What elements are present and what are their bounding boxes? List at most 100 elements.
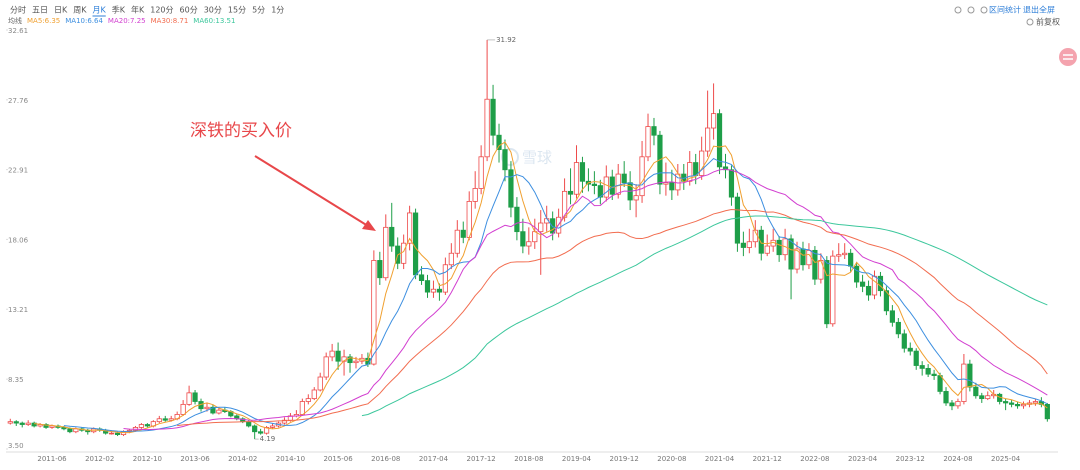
candle-body [639,156,645,197]
candle-body [842,252,848,256]
icon[interactable] [1026,18,1034,26]
candle-body [25,422,31,425]
period-tab[interactable]: 日K [54,6,68,15]
candle-body [216,409,222,414]
candle-body [591,183,597,186]
candle-body [865,285,872,296]
x-tick-label: 2020-08 [657,455,686,463]
candle-body [889,310,895,323]
toolbar-icons [954,6,1034,26]
period-tab[interactable]: 周K [73,6,87,15]
period-tab[interactable]: 月K [93,6,107,15]
candle-body [615,173,621,195]
ma-line [361,215,1048,417]
candle-body [144,424,150,427]
candle-body [389,226,395,247]
candle-body [490,98,496,136]
candle-body [663,182,669,185]
x-tick-label: 2015-06 [323,455,353,463]
watermark: 雪球 [501,148,552,167]
candle-body [460,229,466,238]
annotation-arrow [254,155,376,231]
candle-body [532,231,538,243]
candle-body [520,231,526,247]
candle-body [317,376,323,391]
toolbar-action[interactable]: 区间统计 [989,5,1021,15]
period-tab[interactable]: 120分 [150,6,173,15]
candle-body [949,402,955,407]
candle-body [478,156,484,189]
candle-body [299,401,305,415]
candle-body [305,398,311,402]
period-tab[interactable]: 分时 [10,5,26,15]
candle-body [961,363,967,402]
candle-body [246,421,252,427]
candle-body [764,245,770,254]
candle-body [377,260,383,279]
candle-body [836,254,842,257]
side-button-bg[interactable] [1059,48,1077,66]
period-tab[interactable]: 60分 [180,6,198,15]
candle-body [538,222,544,233]
candle-body [407,212,413,244]
candle-body [550,218,556,234]
candle-body [931,373,937,376]
x-tick-label: 2014-10 [276,455,305,463]
candle-body [192,392,198,402]
candle-body [19,422,25,425]
candle-body [699,150,705,176]
candle-body [138,424,145,428]
candle-body [621,173,627,184]
legend-entry: MA60:13.51 [193,17,235,25]
candle-body [806,249,812,266]
candle-body [13,421,19,424]
candle-body [204,406,210,410]
candle-body [263,427,270,434]
candle-body [985,395,991,400]
candle-body [871,275,878,296]
candle-body [401,242,407,264]
period-tab[interactable]: 年K [131,5,145,15]
candle-body [734,196,741,244]
period-tab[interactable]: 季K [112,5,126,15]
icon[interactable] [980,6,988,14]
candle-body [705,127,711,152]
candle-body [955,401,961,407]
period-tab[interactable]: 1分 [271,6,284,15]
candle-body [925,367,931,375]
candle-body [877,275,884,292]
icon[interactable] [967,6,975,14]
period-tab[interactable]: 5分 [252,6,265,15]
candle-body [329,350,335,358]
x-tick-label: 2013-06 [180,455,210,463]
candle-body [746,241,752,248]
candle-body [848,252,854,267]
period-tab[interactable]: 五日 [32,6,48,15]
ma-title: 均线 [8,16,22,25]
period-tab[interactable]: 30分 [204,6,222,15]
candle-body [937,375,943,392]
ma-line [177,208,1048,427]
candle-body [973,386,979,397]
arrow-line [254,155,369,227]
adjust-mode[interactable]: 前复权 [1036,17,1060,27]
icon[interactable] [954,6,962,14]
candle-body [323,356,329,378]
x-tick-label: 2019-12 [610,455,639,463]
side-button[interactable] [1059,48,1077,66]
candle-body [442,264,448,293]
candle-body [31,422,37,427]
candle-body [258,431,264,434]
candle-body [1044,403,1050,420]
candle-body [114,432,121,436]
toolbar-action[interactable]: 退出全屏 [1023,5,1055,15]
candle-body [895,321,901,335]
period-tab[interactable]: 15分 [228,6,246,15]
x-tick-label: 2012-02 [85,455,114,463]
candle-body [472,188,478,202]
x-tick-label: 2024-08 [943,455,972,463]
x-tick-label: 2021-04 [705,455,735,463]
candle-body [1014,403,1021,407]
